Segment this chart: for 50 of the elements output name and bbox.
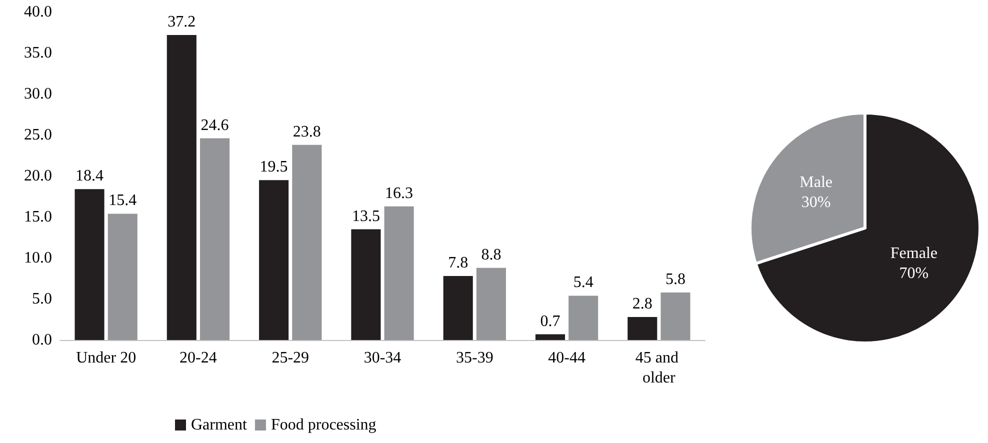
slice-label: Male — [800, 174, 832, 191]
y-tick-label: 5.0 — [32, 290, 52, 308]
data-label: 18.4 — [76, 168, 104, 185]
x-tick-label: 30-34 — [364, 350, 402, 366]
bar — [535, 334, 566, 340]
slice-label: Female — [890, 245, 938, 262]
y-tick-label: 25.0 — [24, 126, 52, 144]
data-label: 24.6 — [200, 116, 229, 134]
legend-label: Food processing — [270, 416, 376, 434]
data-label: 7.8 — [448, 254, 468, 272]
data-label: 37.2 — [168, 13, 196, 30]
bar — [74, 189, 104, 340]
data-label: 15.4 — [108, 192, 137, 210]
x-tick-label: 20-24 — [180, 350, 217, 366]
y-tick-label: 35.0 — [24, 44, 52, 62]
bar — [384, 206, 414, 340]
bar — [292, 144, 322, 340]
legend-label: Garment — [191, 416, 248, 434]
x-tick-label: 40-44 — [548, 350, 586, 366]
bar — [166, 34, 196, 340]
y-tick-label: 10.0 — [24, 250, 52, 266]
bar — [351, 229, 381, 340]
x-tick-label: 25-29 — [272, 350, 310, 366]
data-label: 5.4 — [573, 274, 594, 292]
data-label: 30% — [801, 194, 831, 211]
data-label: 16.3 — [385, 184, 414, 202]
x-tick-label: 45 and older — [635, 350, 682, 386]
data-label: 0.7 — [540, 312, 560, 330]
data-label: 13.5 — [352, 208, 380, 225]
y-tick-label: 30.0 — [24, 86, 52, 102]
data-label: 70% — [899, 265, 929, 282]
bar — [108, 214, 138, 340]
x-tick-label: 35-39 — [456, 350, 494, 366]
bar — [443, 276, 473, 340]
data-label: 8.8 — [481, 246, 502, 264]
bar — [259, 180, 289, 340]
data-label: 5.8 — [665, 270, 686, 288]
y-tick-label: 20.0 — [24, 168, 52, 184]
y-tick-label: 40.0 — [24, 4, 52, 20]
data-label: 19.5 — [260, 158, 288, 176]
data-label: 2.8 — [632, 296, 652, 313]
bar — [628, 317, 658, 340]
bar — [476, 268, 506, 340]
y-tick-label: 15.0 — [24, 208, 52, 226]
bar — [568, 296, 598, 340]
x-tick-label: Under 20 — [76, 350, 136, 366]
bar — [200, 138, 230, 340]
y-tick-label: 0.0 — [32, 332, 52, 348]
bar — [660, 292, 690, 340]
data-label: 23.8 — [292, 123, 321, 140]
